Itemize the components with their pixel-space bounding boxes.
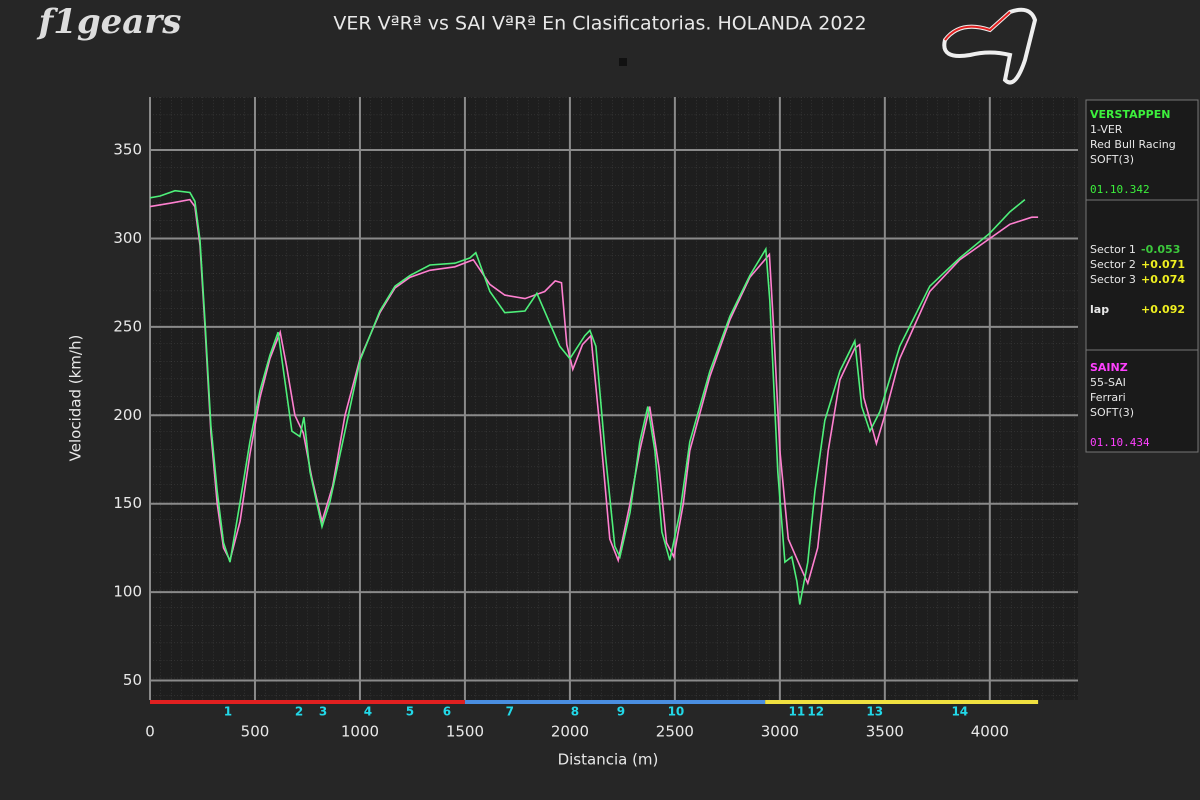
panel-box — [1085, 349, 1199, 453]
y-axis-label: Velocidad (km/h) — [67, 335, 85, 462]
driver-name: VERSTAPPEN — [1090, 108, 1170, 121]
x-tick-label: 3500 — [866, 723, 904, 741]
driver-team: Red Bull Racing — [1090, 138, 1176, 151]
driver-code: 1-VER — [1090, 123, 1123, 136]
corner-label: 12 — [807, 705, 824, 719]
y-tick-label: 300 — [113, 229, 142, 247]
chart-title: VER VªRª vs SAI VªRª En Clasificatorias.… — [333, 13, 866, 35]
track-map-sector — [944, 11, 1011, 41]
sector-delta: +0.071 — [1141, 258, 1185, 271]
x-tick-label: 0 — [145, 723, 155, 741]
corner-label: 9 — [617, 705, 625, 719]
lap-label: lap — [1090, 303, 1109, 316]
y-tick-label: 50 — [123, 671, 142, 689]
x-tick-label: 1000 — [341, 723, 379, 741]
x-tick-label: 1500 — [446, 723, 484, 741]
sector-delta: +0.074 — [1141, 273, 1185, 286]
driver-code: 55-SAI — [1090, 376, 1126, 389]
corner-label: 11 — [789, 705, 806, 719]
x-tick-label: 2500 — [656, 723, 694, 741]
x-tick-label: 3000 — [761, 723, 799, 741]
series-line — [149, 189, 1026, 605]
corner-label: 3 — [319, 705, 327, 719]
y-tick-label: 200 — [113, 406, 142, 424]
corner-label: 14 — [951, 705, 968, 719]
driver-panel — [1085, 99, 1199, 453]
y-tick-label: 100 — [113, 583, 142, 601]
corner-label: 1 — [224, 705, 232, 719]
driver-name: SAINZ — [1090, 361, 1128, 374]
corner-label: 4 — [364, 705, 372, 719]
sector-label: Sector 1 — [1090, 243, 1136, 256]
corner-label: 8 — [571, 705, 579, 719]
driver-tyre: SOFT(3) — [1090, 406, 1134, 419]
panel-box — [1085, 199, 1199, 351]
lap-delta: +0.092 — [1141, 303, 1185, 316]
panel-box — [1085, 99, 1199, 201]
x-tick-label: 2000 — [551, 723, 589, 741]
corner-label: 10 — [668, 705, 685, 719]
corner-label: 5 — [406, 705, 414, 719]
logo: f1gears — [37, 2, 182, 42]
y-tick-label: 350 — [113, 141, 142, 159]
x-axis-label: Distancia (m) — [558, 751, 659, 769]
corner-label: 6 — [443, 705, 451, 719]
lap-time: 01.10.342 — [1090, 183, 1150, 196]
driver-team: Ferrari — [1090, 391, 1126, 404]
driver-tyre: SOFT(3) — [1090, 153, 1134, 166]
x-tick-label: 500 — [241, 723, 270, 741]
sector-delta: -0.053 — [1141, 243, 1180, 256]
y-tick-label: 250 — [113, 317, 142, 335]
lap-time: 01.10.434 — [1090, 436, 1150, 449]
series-line — [149, 198, 1039, 586]
corner-label: 7 — [506, 705, 514, 719]
corner-label: 2 — [295, 705, 303, 719]
sector-label: Sector 3 — [1090, 273, 1136, 286]
sector-label: Sector 2 — [1090, 258, 1136, 271]
x-tick-label: 4000 — [971, 723, 1009, 741]
y-tick-label: 150 — [113, 494, 142, 512]
legend-stub — [619, 58, 627, 66]
minor-grid — [150, 97, 1078, 700]
corner-label: 13 — [866, 705, 883, 719]
